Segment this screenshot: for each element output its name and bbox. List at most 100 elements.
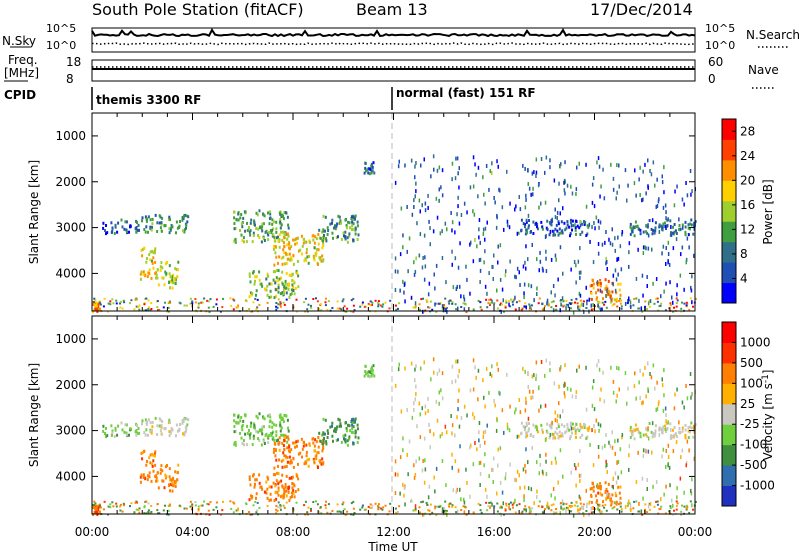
velocity-echo-cell — [615, 503, 618, 506]
power-echo-cell — [564, 160, 566, 165]
velocity-echo-cell — [437, 505, 440, 508]
velocity-echo-cell — [357, 436, 360, 440]
velocity-echo-cell — [652, 432, 655, 435]
power-echo-cell — [274, 239, 277, 243]
power-echo-cell — [249, 291, 252, 295]
power-echo-cell — [635, 193, 637, 198]
power-echo-cell — [259, 282, 262, 286]
power-echo-cell — [687, 233, 690, 237]
velocity-echo-cell — [599, 487, 602, 491]
power-echo-cell — [555, 257, 557, 262]
velocity-echo-cell — [338, 418, 341, 422]
power-echo-cell — [564, 191, 566, 196]
velocity-echo-cell — [556, 413, 559, 418]
power-echo-cell — [342, 231, 345, 235]
power-echo-cell — [444, 221, 447, 226]
power-echo-cell — [284, 211, 287, 215]
velocity-echo-cell — [660, 497, 662, 502]
power-echo-cell — [554, 227, 557, 231]
velocity-echo-cell — [538, 408, 540, 413]
power-echo-cell — [96, 308, 99, 311]
velocity-echo-cell — [578, 511, 581, 514]
power-echo-cell — [104, 229, 106, 232]
velocity-echo-cell — [240, 425, 243, 429]
velocity-echo-cell — [691, 392, 693, 397]
velocity-echo-cell — [611, 507, 614, 510]
velocity-echo-cell — [594, 429, 596, 434]
power-echo-cell — [456, 284, 458, 289]
power-echo-cell — [603, 196, 606, 201]
power-echo-cell — [562, 300, 565, 303]
velocity-echo-cell — [489, 501, 492, 504]
power-echo-cell — [427, 306, 430, 309]
power-echo-cell — [356, 220, 359, 224]
velocity-echo-cell — [265, 491, 268, 495]
power-echo-cell — [628, 296, 630, 301]
velocity-echo-cell — [606, 463, 608, 467]
velocity-echo-cell — [369, 507, 372, 509]
velocity-echo-cell — [418, 456, 421, 461]
velocity-echo-cell — [275, 439, 278, 443]
power-echo-cell — [528, 219, 530, 222]
velocity-echo-cell — [345, 427, 348, 430]
power-colorbar-segment — [722, 180, 736, 202]
velocity-echo-cell — [578, 473, 581, 478]
velocity-echo-cell — [685, 384, 687, 388]
velocity-echo-cell — [555, 426, 558, 430]
power-echo-cell — [248, 275, 251, 278]
velocity-echo-cell — [599, 491, 602, 496]
velocity-echo-cell — [512, 506, 514, 509]
velocity-echo-cell — [207, 503, 210, 506]
power-echo-cell — [265, 277, 268, 281]
power-echo-cell — [505, 269, 507, 274]
power-echo-cell — [597, 219, 600, 224]
freq-label-line2: [MHz] — [4, 66, 39, 80]
velocity-echo-cell — [120, 421, 123, 425]
velocity-echo-cell — [678, 427, 681, 430]
power-echo-cell — [288, 247, 291, 251]
power-echo-cell — [660, 294, 662, 299]
power-echo-cell — [182, 217, 185, 220]
velocity-echo-cell — [307, 506, 310, 509]
power-echo-cell — [156, 276, 159, 280]
velocity-echo-cell — [258, 429, 261, 433]
velocity-echo-cell — [571, 431, 573, 435]
power-echo-cell — [557, 233, 560, 237]
velocity-echo-cell — [151, 464, 154, 468]
power-echo-cell — [538, 268, 540, 273]
power-echo-cell — [275, 276, 278, 280]
power-echo-cell — [586, 301, 588, 306]
power-echo-cell — [667, 217, 669, 222]
velocity-echo-cell — [185, 507, 188, 510]
velocity-echo-cell — [303, 462, 306, 466]
power-echo-cell — [248, 295, 251, 299]
velocity-echo-cell — [278, 436, 281, 440]
velocity-echo-cell — [273, 466, 276, 470]
velocity-echo-cell — [158, 417, 161, 421]
velocity-echo-cell — [402, 436, 404, 441]
power-echo-cell — [119, 300, 122, 303]
power-echo-cell — [322, 228, 325, 232]
velocity-echo-cell — [283, 492, 286, 496]
velocity-echo-cell — [145, 500, 148, 503]
velocity-echo-cell — [627, 386, 629, 391]
velocity-echo-cell — [524, 426, 527, 430]
velocity-echo-cell — [366, 371, 369, 375]
velocity-echo-cell — [377, 503, 380, 506]
power-echo-cell — [295, 298, 298, 301]
power-echo-cell — [313, 246, 316, 250]
velocity-echo-cell — [588, 512, 590, 517]
power-echo-cell — [270, 231, 273, 235]
velocity-echo-cell — [552, 503, 555, 506]
velocity-echo-cell — [266, 487, 269, 491]
velocity-echo-cell — [340, 511, 343, 514]
velocity-echo-cell — [149, 453, 152, 457]
power-echo-cell — [432, 229, 435, 234]
power-echo-cell — [143, 303, 146, 306]
velocity-echo-cell — [596, 483, 599, 488]
velocity-echo-cell — [272, 430, 275, 434]
velocity-echo-cell — [553, 381, 556, 386]
power-echo-cell — [436, 215, 439, 220]
power-echo-cell — [427, 193, 429, 198]
power-echo-cell — [549, 229, 552, 234]
